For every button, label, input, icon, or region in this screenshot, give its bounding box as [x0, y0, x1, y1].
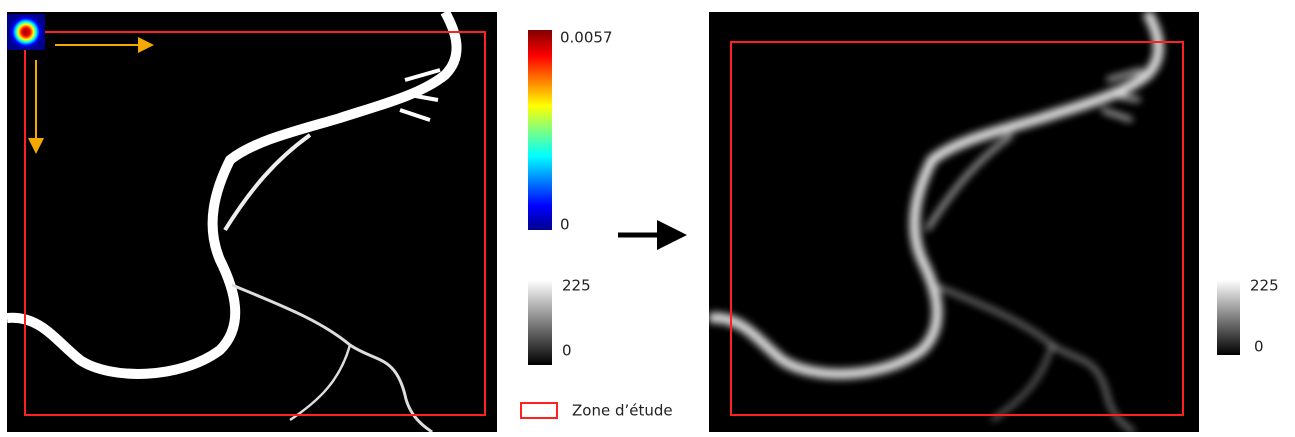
- kernel-spot: [9, 15, 43, 49]
- input-colorbar: [528, 280, 552, 365]
- output-image: [709, 12, 1199, 432]
- output-colorbar: [1217, 280, 1240, 355]
- colorbar-min: 0: [1254, 338, 1264, 356]
- legend-label: Zone d’étude: [572, 402, 673, 420]
- study-zone: [24, 31, 486, 416]
- study-zone: [730, 41, 1184, 416]
- colorbar-max: 225: [562, 277, 591, 295]
- colorbar-max: 225: [1250, 277, 1279, 295]
- colorbar-min: 0: [560, 216, 570, 234]
- colorbar-max: 0.0057: [560, 29, 613, 47]
- kernel-colorbar: [528, 30, 552, 230]
- legend-swatch: [520, 402, 558, 419]
- colorbar-min: 0: [562, 342, 572, 360]
